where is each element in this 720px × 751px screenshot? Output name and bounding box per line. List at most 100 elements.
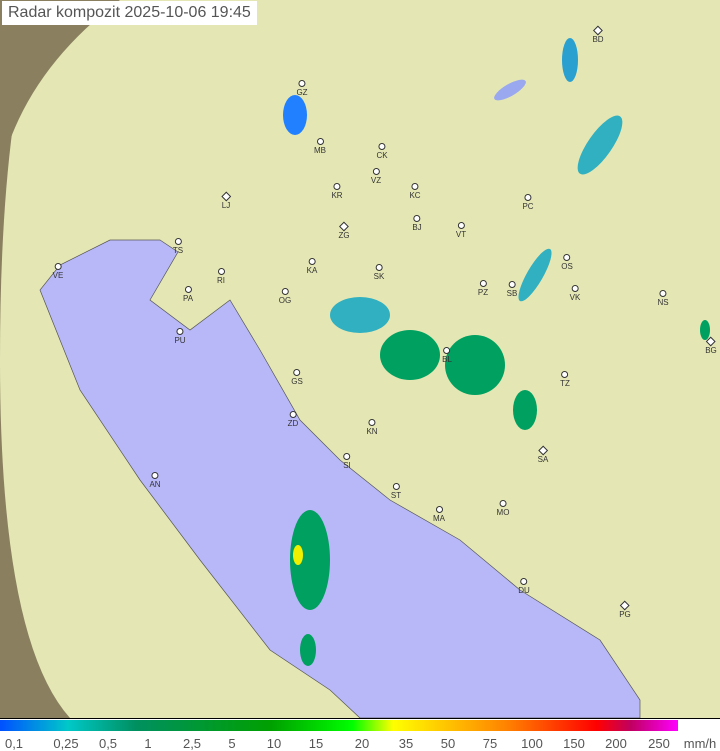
city-marker: LJ (221, 191, 231, 210)
city-label: SI (343, 461, 351, 470)
city-marker: ZG (338, 221, 350, 240)
city-dot-icon (293, 369, 301, 376)
city-dot-icon (221, 191, 231, 202)
city-marker: PU (174, 328, 186, 345)
city-dot-icon (413, 215, 421, 222)
city-dot-icon (392, 483, 400, 490)
city-label: MB (314, 146, 326, 155)
city-label: OS (561, 262, 573, 271)
city-dot-icon (411, 183, 419, 190)
city-dot-icon (316, 138, 324, 145)
city-label: GZ (296, 88, 308, 97)
rain-cell (300, 634, 316, 666)
city-dot-icon (659, 290, 667, 297)
legend-tick-label: 0,1 (4, 736, 24, 751)
rain-cell (330, 297, 390, 333)
city-label: MA (433, 514, 445, 523)
city-dot-icon (538, 445, 548, 456)
map-svg (0, 0, 720, 719)
legend-tick-label: 15 (308, 736, 324, 751)
city-dot-icon (378, 143, 386, 150)
city-label: PZ (477, 288, 489, 297)
city-marker: OS (561, 254, 573, 271)
legend-tick-label: 2,5 (182, 736, 202, 751)
city-marker: GZ (296, 80, 308, 97)
city-marker: VK (570, 285, 580, 302)
city-marker: SB (506, 281, 518, 298)
city-dot-icon (563, 254, 571, 261)
city-dot-icon (339, 221, 349, 232)
lake-balaton (494, 79, 526, 101)
city-dot-icon (308, 258, 316, 265)
city-dot-icon (499, 500, 507, 507)
city-dot-icon (457, 222, 465, 229)
city-label: ST (390, 491, 402, 500)
city-label: PA (182, 294, 194, 303)
city-dot-icon (174, 238, 182, 245)
rain-cell (380, 330, 440, 380)
city-dot-icon (620, 600, 630, 611)
city-marker: BG (705, 336, 717, 355)
city-label: BJ (412, 223, 422, 232)
city-dot-icon (372, 168, 380, 175)
city-marker: AN (149, 472, 161, 489)
city-label: TS (172, 246, 184, 255)
city-label: PU (174, 336, 186, 345)
city-label: GS (291, 377, 303, 386)
city-dot-icon (435, 506, 443, 513)
city-label: KA (306, 266, 318, 275)
city-dot-icon (520, 578, 528, 585)
city-dot-icon (508, 281, 516, 288)
city-label: TZ (560, 379, 570, 388)
legend-tick-label: 50 (440, 736, 456, 751)
city-marker: KR (331, 183, 343, 200)
city-dot-icon (479, 280, 487, 287)
city-marker: BJ (412, 215, 422, 232)
city-label: VT (455, 230, 467, 239)
city-dot-icon (184, 286, 192, 293)
city-dot-icon (593, 25, 603, 36)
city-marker: VE (53, 263, 63, 280)
legend-tick-label: 1 (144, 736, 152, 751)
city-label: SB (506, 289, 518, 298)
rain-cell-heavy (293, 545, 303, 565)
city-dot-icon (706, 336, 716, 347)
city-marker: ZD (288, 411, 298, 428)
city-label: PC (522, 202, 534, 211)
radar-map: Radar kompozit 2025-10-06 19:45 GZ MB CK VZ… (0, 0, 720, 719)
rain-echoes (283, 38, 710, 666)
city-dot-icon (524, 194, 532, 201)
rain-cell (290, 510, 330, 610)
rain-cell (577, 115, 623, 175)
legend-tick-label: 10 (266, 736, 282, 751)
color-scale-bar (0, 720, 678, 731)
legend-tick-label: 150 (563, 736, 585, 751)
legend-tick-label: 200 (605, 736, 627, 751)
city-marker: RI (217, 268, 225, 285)
adriatic-sea (39, 239, 641, 719)
city-marker: CK (376, 143, 388, 160)
legend-ticks: 0,1 0,25 0,5 1 2,5 5 10 15 20 35 50 75 100 150 200 250 m… (0, 736, 720, 751)
city-marker: NS (657, 290, 669, 307)
city-marker: SK (374, 264, 384, 281)
city-marker: KC (409, 183, 421, 200)
city-label: NS (657, 298, 669, 307)
city-dot-icon (281, 288, 289, 295)
city-label: LJ (221, 201, 231, 210)
legend-unit: mm/h (683, 736, 717, 751)
legend-tick-label: 75 (482, 736, 498, 751)
city-label: PG (619, 610, 631, 619)
city-label: RI (217, 276, 225, 285)
city-marker: DU (518, 578, 530, 595)
city-label: BG (705, 346, 717, 355)
legend-tick-label: 35 (398, 736, 414, 751)
city-dot-icon (151, 472, 159, 479)
city-marker: SA (538, 445, 548, 464)
rain-cell (283, 95, 307, 135)
city-dot-icon (368, 419, 376, 426)
city-dot-icon (54, 263, 62, 270)
city-label: KN (366, 427, 378, 436)
rain-cell (700, 320, 710, 340)
city-label: BD (592, 35, 604, 44)
legend-tick-label: 250 (648, 736, 670, 751)
